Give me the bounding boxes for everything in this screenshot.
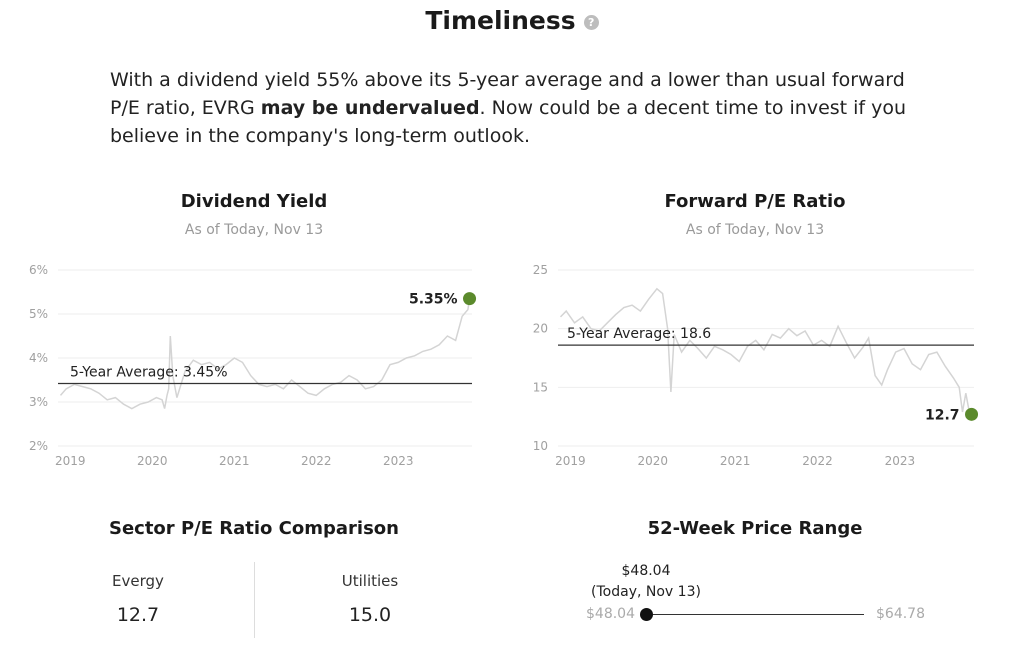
sector-comparison-title: Sector P/E Ratio Comparison — [108, 518, 399, 539]
summary-text-before: With a dividend yield 55% above its 5-ye… — [110, 69, 905, 119]
sector-label: Utilities — [341, 572, 399, 590]
y-tick-label: 15 — [533, 380, 548, 394]
y-tick-label: 20 — [533, 322, 548, 336]
y-tick-label: 10 — [533, 439, 548, 453]
comparison-divider — [254, 562, 255, 638]
company-label: Evergy — [112, 572, 164, 590]
x-tick-label: 2019 — [55, 454, 86, 468]
current-price-marker — [640, 608, 653, 621]
series-line — [59, 298, 471, 410]
x-tick-label: 2021 — [219, 454, 250, 468]
page-title: Timeliness? — [0, 6, 1024, 35]
dividend-yield-chart: 2% 3% 4% 5% 6% 2019 2020 2021 2022 2023 5-Year Ave… — [29, 263, 477, 468]
sector-pe-value: 15.0 — [348, 604, 392, 626]
y-tick-label: 4% — [29, 351, 48, 365]
question-circle-icon[interactable]: ? — [583, 14, 599, 30]
dividend-yield-chart-subtitle: As of Today, Nov 13 — [184, 222, 324, 238]
x-tick-label: 2023 — [885, 454, 916, 468]
y-tick-label: 2% — [29, 439, 48, 453]
x-tick-label: 2020 — [137, 454, 168, 468]
x-tick-label: 2019 — [555, 454, 586, 468]
timeliness-summary: With a dividend yield 55% above its 5-ye… — [110, 66, 910, 150]
average-label: 5-Year Average: 3.45% — [70, 365, 228, 381]
summary-text-after: . Now could be a decent time to invest i… — [110, 97, 907, 147]
company-pe-value: 12.7 — [116, 604, 160, 626]
y-tick-label: 25 — [533, 263, 548, 277]
forward-pe-chart-title: Forward P/E Ratio — [664, 191, 846, 212]
current-value-label: 12.7 — [925, 407, 960, 423]
x-tick-label: 2022 — [802, 454, 833, 468]
current-value-marker — [463, 292, 477, 306]
current-value-marker — [965, 407, 979, 421]
range-high-label: $64.78 — [876, 606, 925, 622]
forward-pe-chart: 10 15 20 25 2019 2020 2021 2022 2023 5-Year Avera… — [533, 263, 979, 468]
x-tick-label: 2020 — [637, 454, 668, 468]
current-value-label: 5.35% — [409, 292, 458, 308]
title-text: Timeliness — [425, 6, 576, 35]
price-range-track — [646, 614, 864, 615]
x-tick-label: 2021 — [720, 454, 751, 468]
y-tick-label: 5% — [29, 307, 48, 321]
summary-verdict: may be undervalued — [260, 97, 480, 119]
y-tick-label: 6% — [29, 263, 48, 277]
forward-pe-chart-subtitle: As of Today, Nov 13 — [685, 222, 825, 238]
x-tick-label: 2022 — [301, 454, 332, 468]
average-label: 5-Year Average: 18.6 — [567, 326, 711, 342]
current-price: $48.04 — [621, 563, 671, 579]
price-range-title: 52-Week Price Range — [647, 518, 863, 539]
current-price-date: (Today, Nov 13) — [591, 584, 701, 600]
y-tick-label: 3% — [29, 395, 48, 409]
current-price-label: $48.04 (Today, Nov 13) — [576, 561, 716, 603]
series-line — [559, 287, 973, 415]
dividend-yield-chart-title: Dividend Yield — [180, 191, 328, 212]
range-low-label: $48.04 — [586, 606, 635, 622]
x-tick-label: 2023 — [383, 454, 414, 468]
